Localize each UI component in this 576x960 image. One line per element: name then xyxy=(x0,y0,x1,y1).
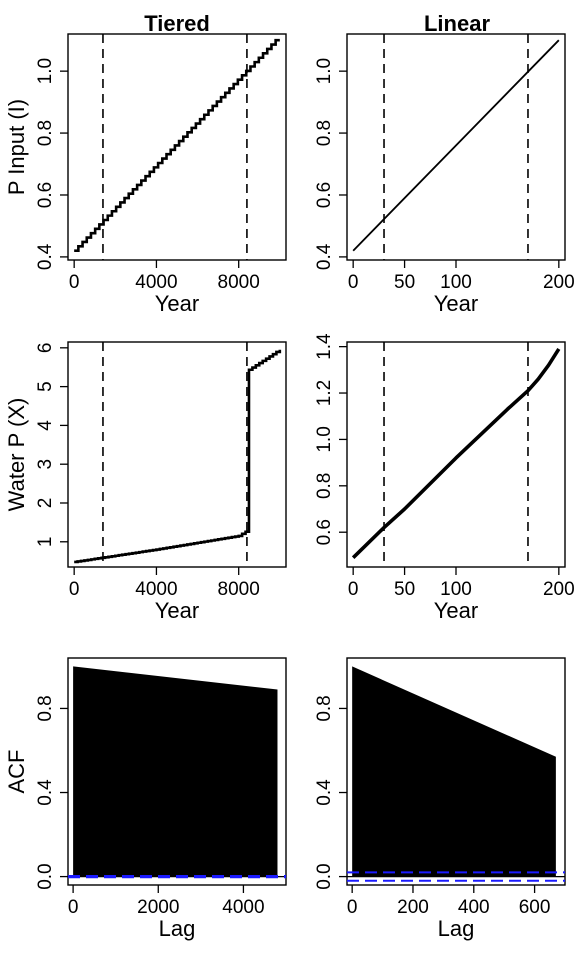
y-tick-label: 0.4 xyxy=(35,243,56,270)
y-axis-title: ACF xyxy=(4,750,29,794)
x-tick-label: 4000 xyxy=(135,272,177,293)
series-line xyxy=(74,350,280,562)
x-tick-label: 400 xyxy=(458,897,490,918)
x-axis-title: Year xyxy=(434,598,478,623)
series-line xyxy=(74,40,280,251)
x-tick-label: 200 xyxy=(397,897,429,918)
x-tick-label: 2000 xyxy=(137,897,179,918)
y-tick-label: 0.4 xyxy=(314,779,335,806)
y-tick-label: 1 xyxy=(35,536,56,547)
plot-frame xyxy=(68,342,286,567)
x-axis-title: Year xyxy=(155,291,199,316)
x-tick-label: 0 xyxy=(69,579,80,600)
y-tick-label: 2 xyxy=(35,498,56,509)
x-tick-label: 0 xyxy=(348,579,359,600)
plot-acf-tiered: 0 2000 4000 0.0 0.4 0.8 Lag ACF xyxy=(4,658,286,941)
x-tick-label: 600 xyxy=(519,897,551,918)
x-tick-label: 50 xyxy=(394,272,415,293)
x-tick-label: 200 xyxy=(543,272,575,293)
y-tick-label: 0.6 xyxy=(35,182,56,208)
x-axis-title: Year xyxy=(434,291,478,316)
x-axis-title: Lag xyxy=(438,916,475,941)
y-tick-label: 0.6 xyxy=(314,519,335,545)
y-tick-label: 0.8 xyxy=(35,695,56,721)
y-axis-title: P Input (I) xyxy=(4,99,29,195)
plot-acf-linear: 0 200 400 600 0.0 0.4 0.8 Lag xyxy=(314,658,565,941)
y-tick-label: 0.4 xyxy=(314,243,335,270)
y-tick-label: 0.0 xyxy=(35,863,56,889)
x-tick-label: 8000 xyxy=(218,272,260,293)
x-tick-label: 0 xyxy=(347,897,358,918)
plot-p-input-linear: 0 50 100 200 0.4 0.6 0.8 1.0 Year xyxy=(314,34,575,316)
x-tick-label: 200 xyxy=(543,579,575,600)
x-axis-title: Year xyxy=(155,598,199,623)
x-tick-label: 4000 xyxy=(222,897,264,918)
y-tick-label: 0.8 xyxy=(314,695,335,721)
x-tick-label: 100 xyxy=(440,579,472,600)
x-tick-label: 0 xyxy=(69,272,80,293)
x-axis-title: Lag xyxy=(159,916,196,941)
plot-water-p-tiered: 0 4000 8000 1 2 3 4 5 6 Year Water P (X) xyxy=(4,342,286,623)
y-tick-label: 6 xyxy=(35,343,56,354)
x-tick-label: 8000 xyxy=(218,579,260,600)
acf-spikes xyxy=(352,666,556,876)
y-tick-label: 3 xyxy=(35,459,56,470)
y-tick-label: 4 xyxy=(35,420,56,431)
plot-frame xyxy=(68,34,286,260)
y-tick-label: 1.0 xyxy=(314,426,335,452)
y-tick-label: 0.8 xyxy=(314,473,335,499)
column-title-tiered: Tiered xyxy=(144,11,210,36)
x-tick-label: 4000 xyxy=(135,579,177,600)
y-tick-label: 1.2 xyxy=(314,380,335,406)
x-tick-label: 0 xyxy=(348,272,359,293)
x-tick-label: 50 xyxy=(394,579,415,600)
x-tick-label: 0 xyxy=(68,897,79,918)
y-tick-label: 1.4 xyxy=(314,333,335,360)
acf-spikes xyxy=(73,666,277,876)
y-tick-label: 1.0 xyxy=(314,58,335,84)
y-tick-label: 0.4 xyxy=(35,779,56,806)
y-tick-label: 0.8 xyxy=(314,120,335,146)
y-tick-label: 0.8 xyxy=(35,120,56,146)
column-title-linear: Linear xyxy=(424,11,490,36)
x-tick-label: 100 xyxy=(440,272,472,293)
y-tick-label: 5 xyxy=(35,381,56,392)
y-axis-title: Water P (X) xyxy=(4,398,29,512)
y-tick-label: 1.0 xyxy=(35,58,56,84)
y-tick-label: 0.6 xyxy=(314,182,335,208)
plot-water-p-linear: 0 50 100 200 0.6 0.8 1.0 1.2 1.4 Year xyxy=(314,333,575,623)
y-tick-label: 0.0 xyxy=(314,863,335,889)
plot-p-input-tiered: 0 4000 8000 0.4 0.6 0.8 1.0 Year P Input (I) xyxy=(4,34,286,316)
